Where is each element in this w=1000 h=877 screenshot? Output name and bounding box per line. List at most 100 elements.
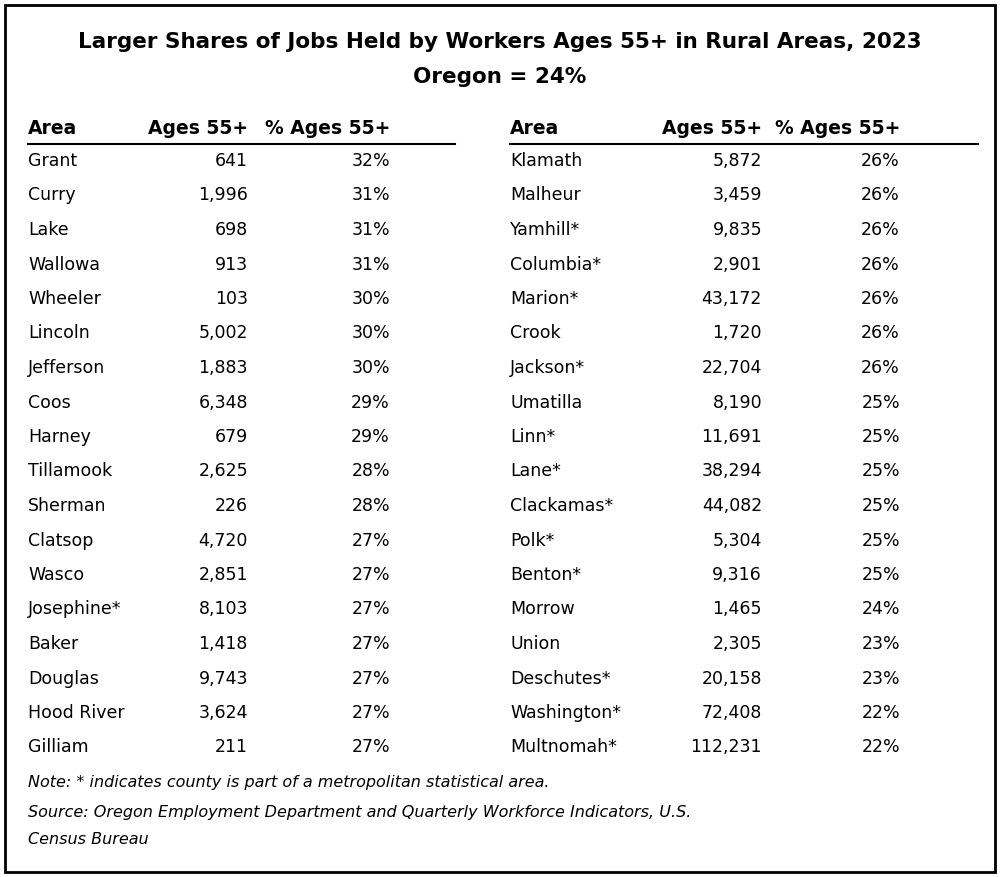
Text: 27%: 27%: [351, 531, 390, 550]
Text: 24%: 24%: [862, 601, 900, 618]
Text: Polk*: Polk*: [510, 531, 554, 550]
Text: 72,408: 72,408: [702, 704, 762, 722]
Text: 3,459: 3,459: [712, 187, 762, 204]
Text: 22%: 22%: [861, 704, 900, 722]
Text: 31%: 31%: [351, 221, 390, 239]
Text: 25%: 25%: [861, 497, 900, 515]
Text: 26%: 26%: [861, 187, 900, 204]
Text: 26%: 26%: [861, 221, 900, 239]
Text: Marion*: Marion*: [510, 290, 578, 308]
Text: Wheeler: Wheeler: [28, 290, 101, 308]
Text: 28%: 28%: [351, 497, 390, 515]
Text: 27%: 27%: [351, 566, 390, 584]
Text: Jefferson: Jefferson: [28, 359, 105, 377]
Text: 9,835: 9,835: [712, 221, 762, 239]
Text: Washington*: Washington*: [510, 704, 621, 722]
Text: 27%: 27%: [351, 601, 390, 618]
Text: 43,172: 43,172: [702, 290, 762, 308]
Text: 8,103: 8,103: [198, 601, 248, 618]
Text: 1,418: 1,418: [199, 635, 248, 653]
Text: 27%: 27%: [351, 704, 390, 722]
Text: Columbia*: Columbia*: [510, 255, 601, 274]
Text: 30%: 30%: [351, 324, 390, 343]
Text: 29%: 29%: [351, 394, 390, 411]
Text: 27%: 27%: [351, 635, 390, 653]
Text: 28%: 28%: [351, 462, 390, 481]
Text: 25%: 25%: [861, 462, 900, 481]
Text: 9,316: 9,316: [712, 566, 762, 584]
Text: Ages 55+: Ages 55+: [662, 119, 762, 139]
Text: 5,002: 5,002: [198, 324, 248, 343]
Text: Crook: Crook: [510, 324, 561, 343]
Text: Umatilla: Umatilla: [510, 394, 582, 411]
Text: 38,294: 38,294: [702, 462, 762, 481]
Text: 23%: 23%: [861, 635, 900, 653]
Text: 5,304: 5,304: [713, 531, 762, 550]
Text: Jackson*: Jackson*: [510, 359, 585, 377]
Text: Union: Union: [510, 635, 560, 653]
Text: 25%: 25%: [861, 428, 900, 446]
Text: 26%: 26%: [861, 152, 900, 170]
Text: Tillamook: Tillamook: [28, 462, 112, 481]
Text: 112,231: 112,231: [690, 738, 762, 757]
Text: 26%: 26%: [861, 359, 900, 377]
Text: 2,901: 2,901: [712, 255, 762, 274]
Text: 3,624: 3,624: [198, 704, 248, 722]
Text: 31%: 31%: [351, 187, 390, 204]
Text: Coos: Coos: [28, 394, 71, 411]
Text: 1,720: 1,720: [712, 324, 762, 343]
Text: Klamath: Klamath: [510, 152, 582, 170]
Text: 698: 698: [215, 221, 248, 239]
Text: Sherman: Sherman: [28, 497, 106, 515]
Text: 27%: 27%: [351, 669, 390, 688]
Text: 1,883: 1,883: [198, 359, 248, 377]
Text: Deschutes*: Deschutes*: [510, 669, 610, 688]
Text: 30%: 30%: [351, 290, 390, 308]
Text: % Ages 55+: % Ages 55+: [775, 119, 900, 139]
Text: Josephine*: Josephine*: [28, 601, 122, 618]
Text: 1,465: 1,465: [712, 601, 762, 618]
Text: 22,704: 22,704: [702, 359, 762, 377]
Text: Clatsop: Clatsop: [28, 531, 93, 550]
Text: Clackamas*: Clackamas*: [510, 497, 613, 515]
Text: 4,720: 4,720: [199, 531, 248, 550]
Text: 103: 103: [215, 290, 248, 308]
Text: 25%: 25%: [861, 531, 900, 550]
Text: Oregon = 24%: Oregon = 24%: [413, 67, 587, 87]
Text: Curry: Curry: [28, 187, 76, 204]
Text: Gilliam: Gilliam: [28, 738, 89, 757]
Text: 2,625: 2,625: [198, 462, 248, 481]
Text: 26%: 26%: [861, 324, 900, 343]
Text: Morrow: Morrow: [510, 601, 575, 618]
Text: 679: 679: [215, 428, 248, 446]
Text: % Ages 55+: % Ages 55+: [265, 119, 390, 139]
Text: 8,190: 8,190: [712, 394, 762, 411]
Text: Douglas: Douglas: [28, 669, 99, 688]
Text: 27%: 27%: [351, 738, 390, 757]
Text: 29%: 29%: [351, 428, 390, 446]
Text: Lake: Lake: [28, 221, 69, 239]
Text: 26%: 26%: [861, 290, 900, 308]
Text: Baker: Baker: [28, 635, 78, 653]
Text: Benton*: Benton*: [510, 566, 581, 584]
Text: Harney: Harney: [28, 428, 91, 446]
Text: Multnomah*: Multnomah*: [510, 738, 617, 757]
Text: Note: * indicates county is part of a metropolitan statistical area.: Note: * indicates county is part of a me…: [28, 774, 550, 789]
Text: 31%: 31%: [351, 255, 390, 274]
Text: 9,743: 9,743: [198, 669, 248, 688]
Text: 20,158: 20,158: [702, 669, 762, 688]
Text: 226: 226: [215, 497, 248, 515]
Text: Wasco: Wasco: [28, 566, 84, 584]
Text: Source: Oregon Employment Department and Quarterly Workforce Indicators, U.S.: Source: Oregon Employment Department and…: [28, 804, 691, 819]
Text: Malheur: Malheur: [510, 187, 581, 204]
Text: Area: Area: [510, 119, 559, 139]
Text: Area: Area: [28, 119, 77, 139]
Text: 2,851: 2,851: [198, 566, 248, 584]
Text: 6,348: 6,348: [198, 394, 248, 411]
Text: Grant: Grant: [28, 152, 77, 170]
Text: 25%: 25%: [861, 394, 900, 411]
Text: 5,872: 5,872: [712, 152, 762, 170]
Text: 32%: 32%: [351, 152, 390, 170]
Text: Yamhill*: Yamhill*: [510, 221, 580, 239]
Text: Ages 55+: Ages 55+: [148, 119, 248, 139]
